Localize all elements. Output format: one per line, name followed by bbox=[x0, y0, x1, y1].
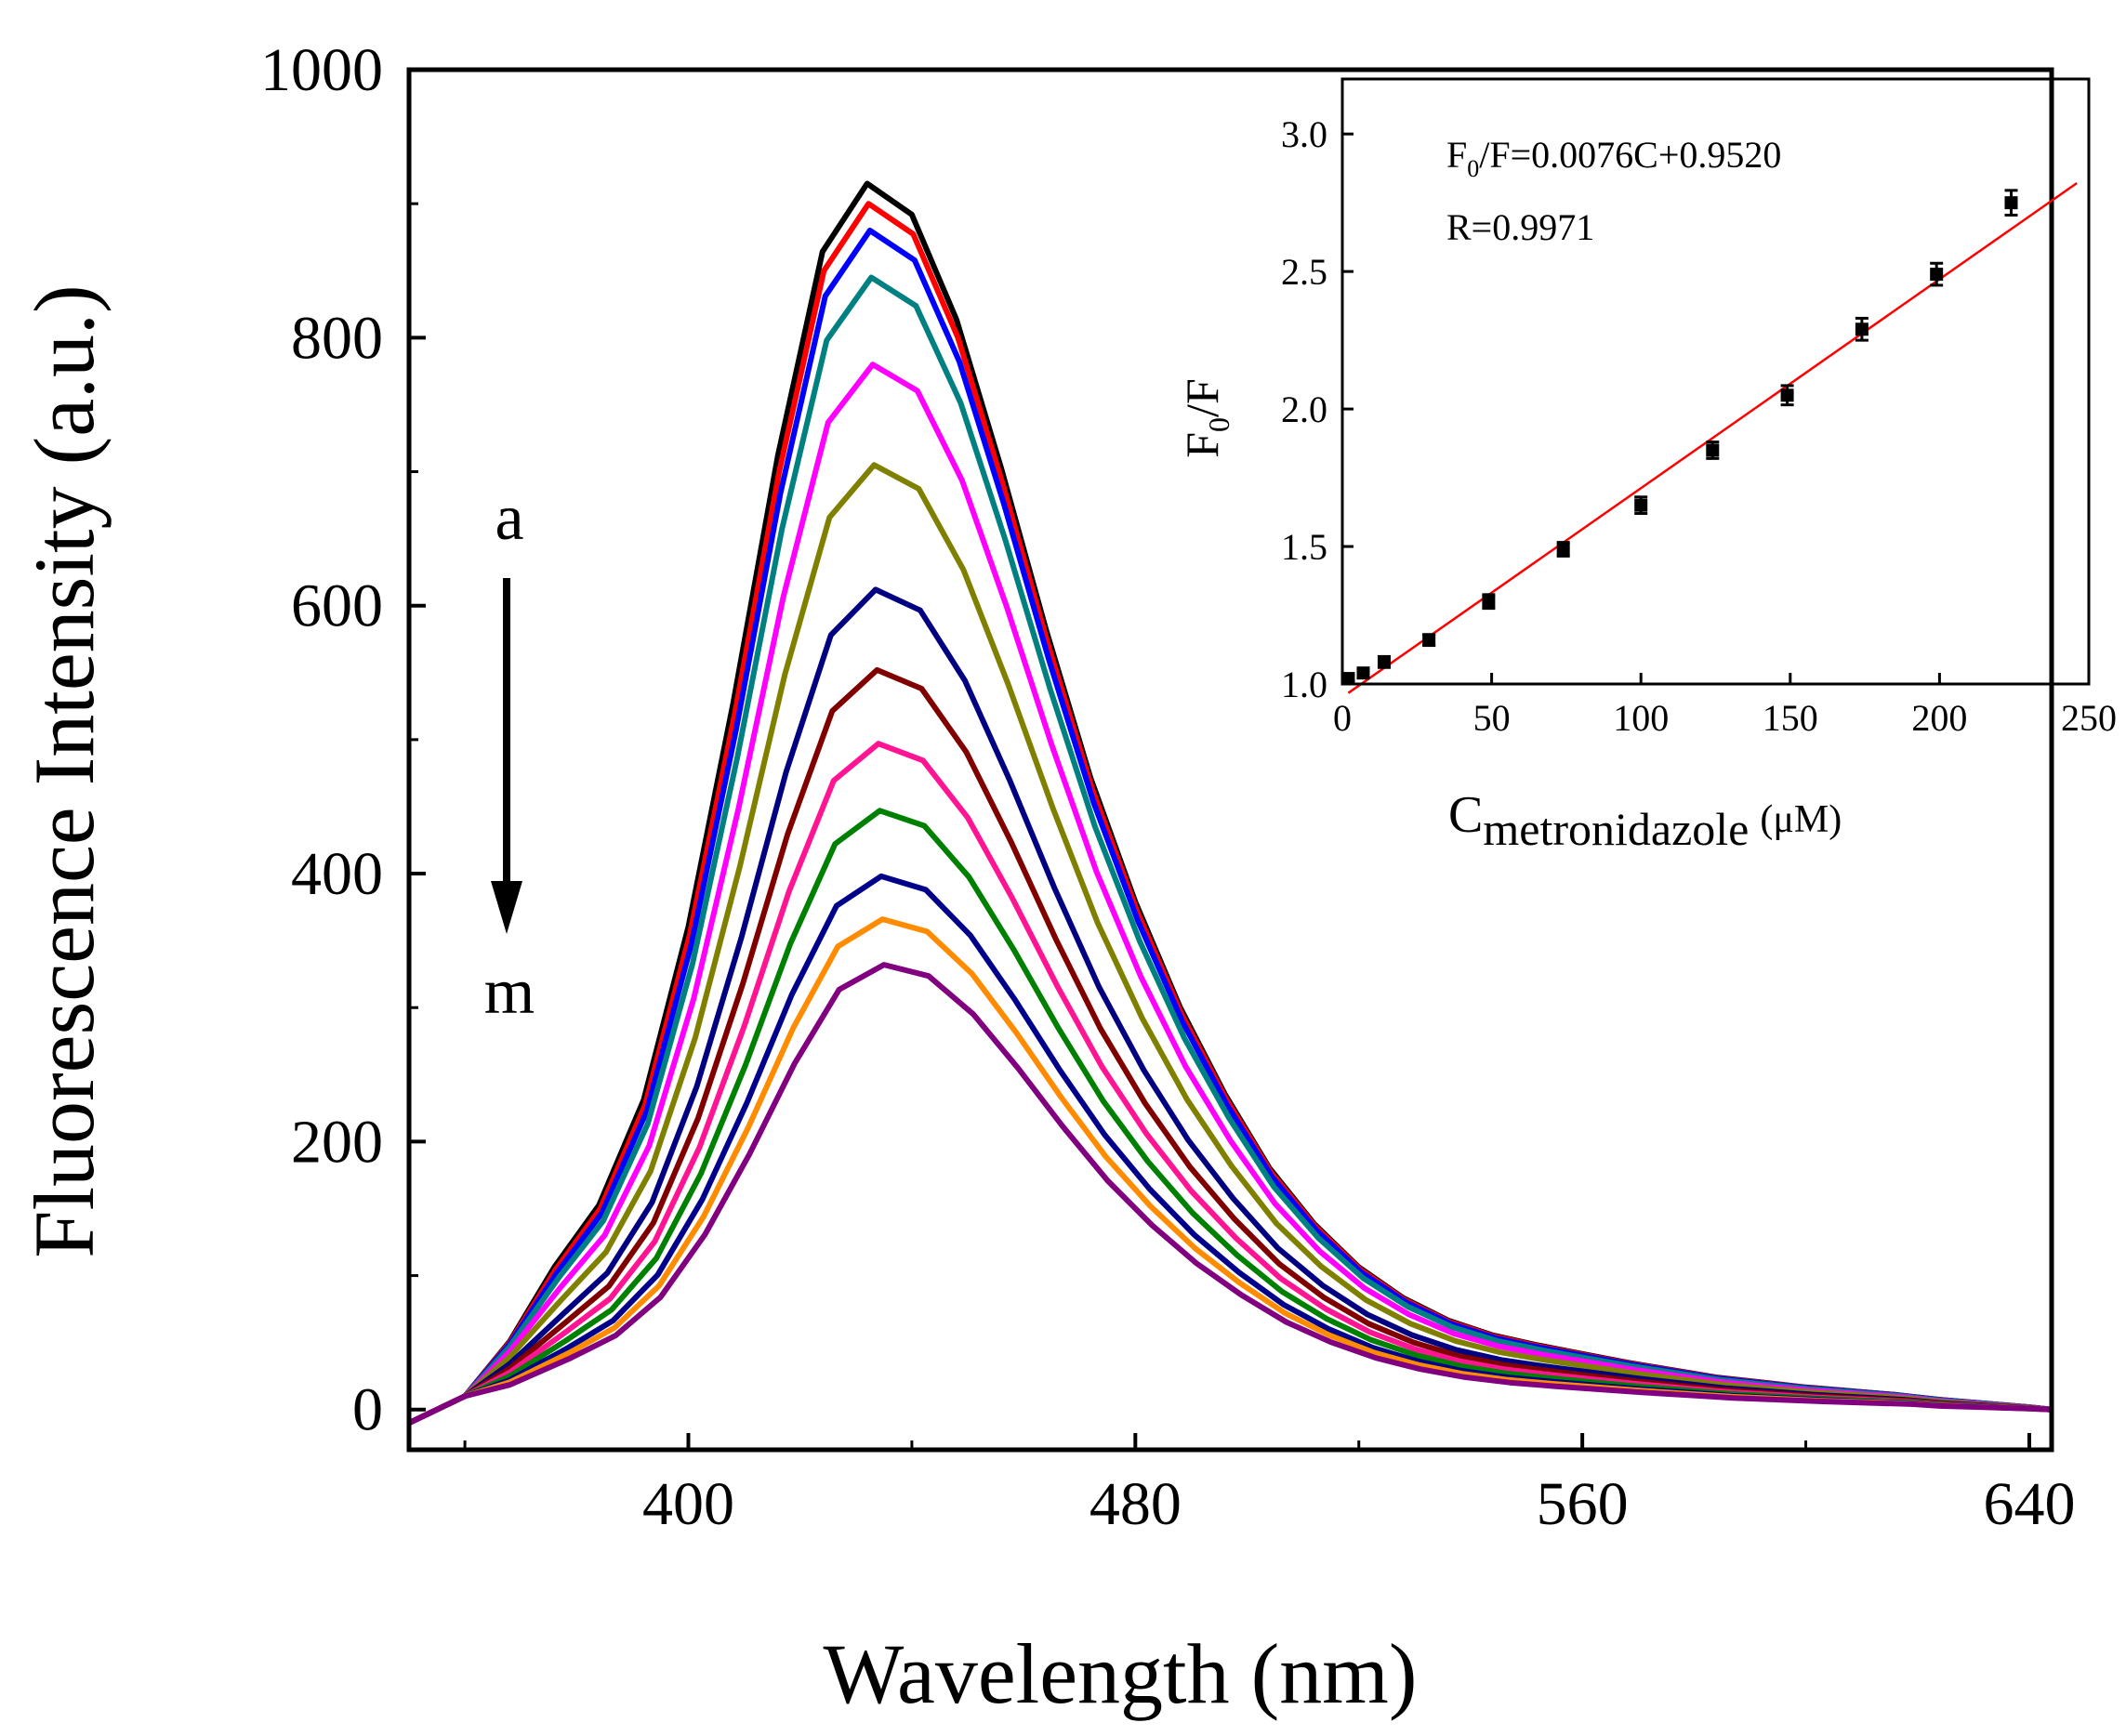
inset-x-tick-label: 50 bbox=[1473, 697, 1511, 739]
inset-data-point bbox=[1556, 543, 1570, 557]
inset-x-tick-label: 250 bbox=[2061, 697, 2117, 739]
inset-y-tick-label: 2.0 bbox=[1281, 388, 1327, 430]
main-y-tick-label: 200 bbox=[291, 1108, 383, 1176]
inset-plot-frame bbox=[1340, 77, 2091, 686]
inset-equation-main: F bbox=[1446, 134, 1467, 176]
inset-x-tick-label: 200 bbox=[1911, 697, 1967, 739]
inset-data-point bbox=[1930, 268, 1944, 282]
inset-x-axis-title-sub: metronidazole bbox=[1483, 803, 1749, 855]
inset-fit-line bbox=[1347, 181, 2078, 694]
inset-y-axis-title-tail: /F bbox=[1176, 378, 1228, 417]
main-y-tick-label: 800 bbox=[291, 304, 383, 372]
inset-y-tick-label: 1.0 bbox=[1281, 664, 1327, 705]
main-x-tick-label: 480 bbox=[1089, 1470, 1182, 1538]
inset-data-point bbox=[1780, 388, 1794, 402]
inset-y-axis-title-sub: 0 bbox=[1202, 417, 1235, 432]
inset-x-axis-title-main: C bbox=[1448, 786, 1483, 844]
main-y-tick-label: 400 bbox=[291, 840, 383, 908]
inset-y-tick-label: 1.5 bbox=[1281, 526, 1327, 568]
inset-equation: F0/F=0.0076C+0.9520 bbox=[1446, 134, 1781, 182]
inset-data-point bbox=[1341, 672, 1355, 686]
inset-data-point bbox=[1634, 498, 1648, 512]
inset-data-point bbox=[1356, 666, 1370, 680]
inset-y-axis-title-main: F bbox=[1176, 432, 1228, 458]
inset-r-value: R=0.9971 bbox=[1446, 206, 1594, 248]
main-y-tick-label: 0 bbox=[352, 1376, 383, 1444]
main-y-axis-title: Fluorescence Intensity (a.u.) bbox=[17, 284, 112, 1257]
series-start-label: a bbox=[495, 482, 523, 554]
inset-data-point bbox=[1706, 443, 1720, 457]
series-line-m bbox=[407, 962, 2053, 1426]
main-y-tick-label: 600 bbox=[291, 572, 383, 640]
main-series-group bbox=[407, 180, 2053, 1426]
main-x-axis-title: Wavelength (nm) bbox=[824, 1626, 1418, 1721]
inset-equation-tail: /F=0.0076C+0.9520 bbox=[1479, 134, 1781, 176]
inset-data-point bbox=[1855, 322, 1869, 336]
inset-points-group bbox=[1341, 181, 2078, 694]
inset-y-tick-label: 2.5 bbox=[1281, 251, 1327, 293]
inset-y-axis-title: F0/F bbox=[1176, 378, 1235, 458]
main-x-tick-label: 640 bbox=[1983, 1470, 2075, 1538]
series-order-arrow-head bbox=[491, 881, 522, 934]
main-frame-rect bbox=[406, 67, 2054, 1453]
inset-axes: 1.0 1.5 2.0 2.5 3.0 0 50 100 150 200 250 bbox=[1281, 113, 2117, 739]
main-x-tick-label: 400 bbox=[642, 1470, 734, 1538]
inset-data-point bbox=[1482, 595, 1496, 609]
inset-data-point bbox=[2004, 196, 2018, 210]
inset-x-axis-title-unit: (μM) bbox=[1760, 798, 1842, 841]
inset-y-tick-label: 3.0 bbox=[1281, 113, 1327, 155]
inset-x-tick-label: 100 bbox=[1613, 697, 1669, 739]
inset-x-tick-label: 150 bbox=[1763, 697, 1818, 739]
series-end-label: m bbox=[484, 956, 535, 1028]
main-y-tick-label: 1000 bbox=[260, 36, 383, 104]
inset-x-axis-title: Cmetronidazole (μM) bbox=[1448, 786, 1842, 855]
inset-equation-sub: 0 bbox=[1467, 155, 1479, 182]
main-x-tick-label: 560 bbox=[1537, 1470, 1629, 1538]
inset-data-point bbox=[1377, 655, 1391, 669]
main-plot-frame bbox=[406, 67, 2054, 1453]
inset-x-tick-label: 0 bbox=[1333, 697, 1352, 739]
inset-data-point bbox=[1422, 633, 1436, 647]
series-line-l bbox=[407, 916, 2053, 1426]
